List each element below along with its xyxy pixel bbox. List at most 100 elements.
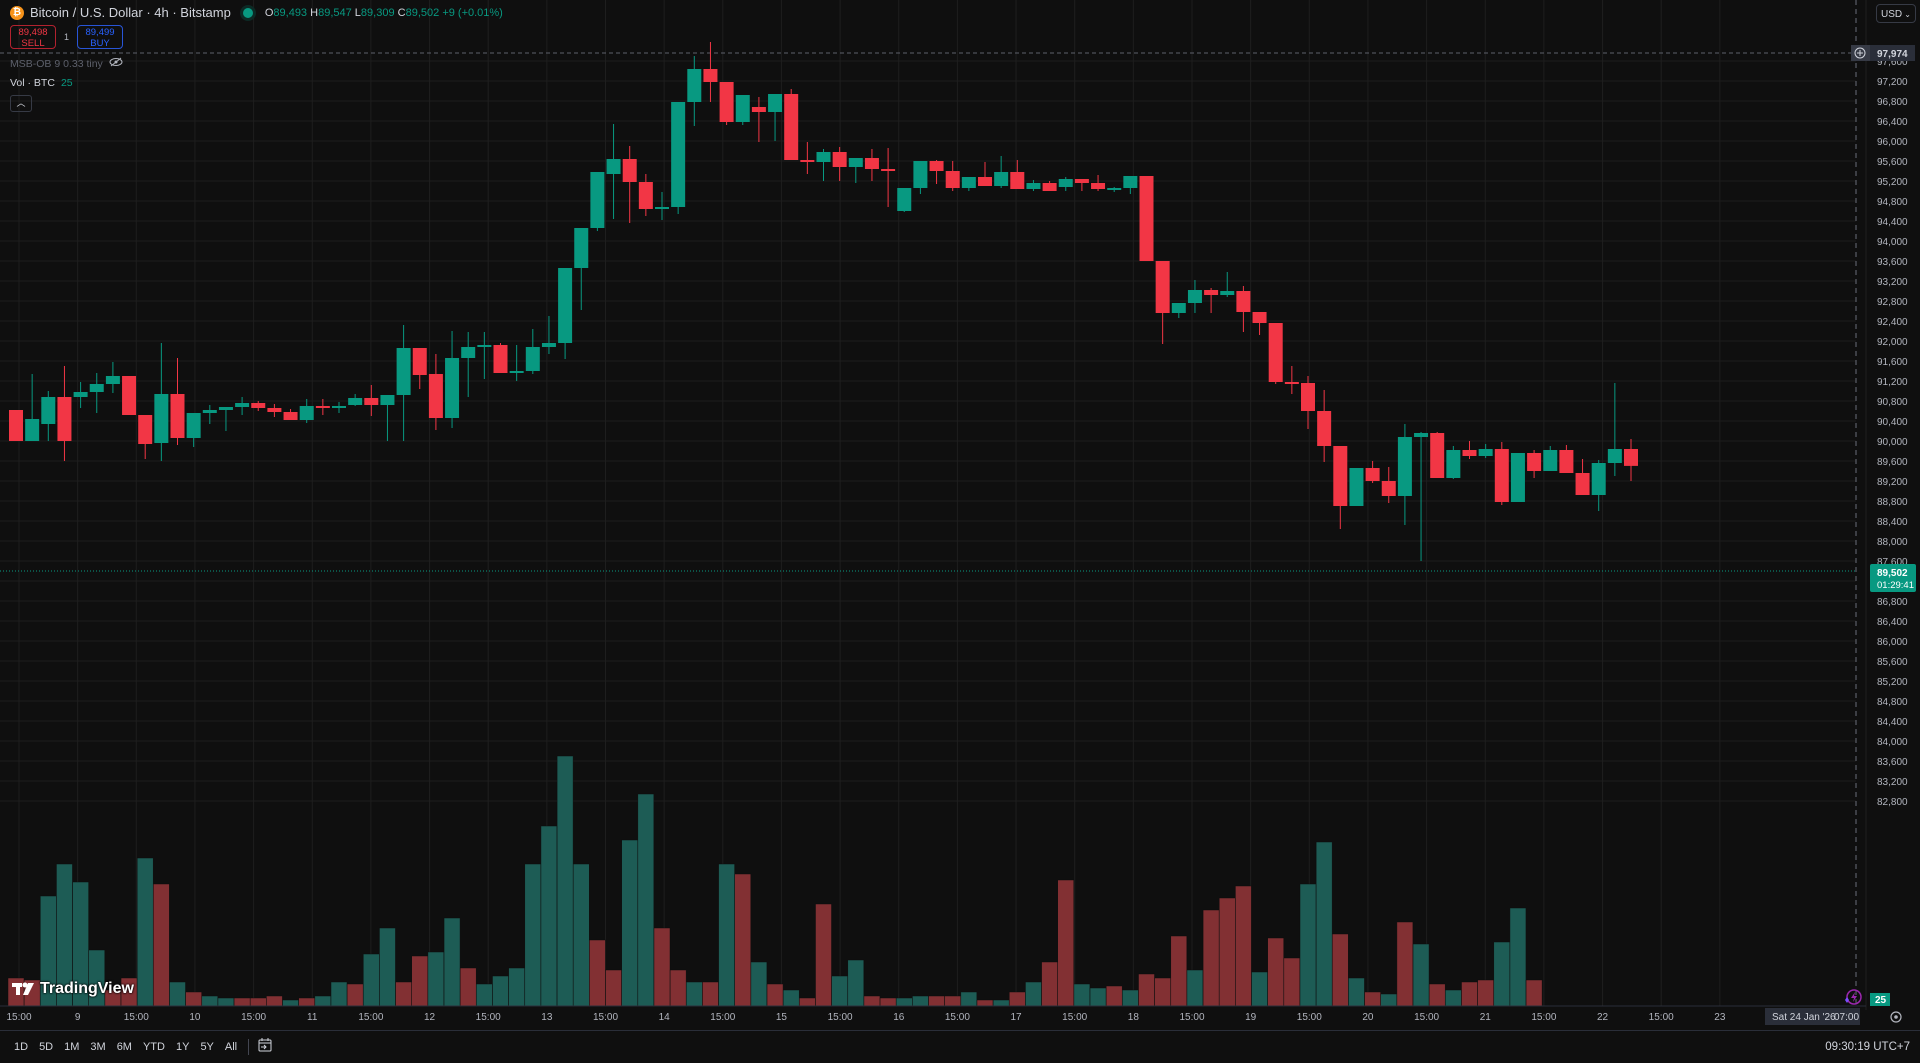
price-tick: 95,600 [1877, 157, 1908, 168]
candle [622, 159, 637, 182]
candle [348, 398, 363, 405]
candle [57, 397, 72, 441]
candle [315, 406, 330, 408]
sell-button[interactable]: 89,498 SELL [10, 25, 56, 49]
candle [848, 158, 863, 167]
time-axis[interactable]: 15:00 9 15:00 10 15:00 11 15:00 12 15:00 13 15:00 1… [6, 1012, 1725, 1023]
range-button-all[interactable]: All [224, 1041, 238, 1053]
range-button-1d[interactable]: 1D [14, 1041, 29, 1053]
time-tick: 12 [424, 1012, 436, 1023]
lightning-icon[interactable] [1845, 989, 1862, 1005]
time-tick: 15 [776, 1012, 788, 1023]
candle [73, 392, 88, 397]
go-to-date-icon[interactable] [257, 1037, 273, 1058]
price-axis[interactable]: 97,600 97,200 96,800 96,400 96,000 95,600 95,2… [1877, 57, 1908, 808]
range-button-ytd[interactable]: YTD [142, 1041, 165, 1053]
volume-bar [912, 995, 929, 1007]
indicator-msb-ob[interactable]: MSB-OB 9 0.33 tiny [10, 57, 123, 70]
volume-bar [1348, 977, 1365, 1007]
candle [283, 412, 298, 420]
svg-text:25: 25 [1875, 995, 1887, 1006]
candle [671, 102, 686, 207]
candle [89, 384, 104, 392]
candle [1026, 183, 1041, 189]
time-tick: 16 [893, 1012, 905, 1023]
volume-bar [427, 951, 445, 1007]
candle [638, 182, 653, 209]
range-button-6m[interactable]: 6M [116, 1041, 132, 1053]
svg-text:Sat 24 Jan '26: Sat 24 Jan '26 [1772, 1012, 1836, 1023]
price-tick: 88,800 [1877, 497, 1908, 508]
candle [428, 374, 443, 418]
price-tick: 92,400 [1877, 317, 1908, 328]
volume-bar [136, 857, 154, 1007]
time-tick: 15:00 [945, 1012, 970, 1023]
volume-bar [1089, 987, 1107, 1007]
candle [1236, 291, 1251, 312]
candle [1381, 481, 1396, 496]
volume-bar [1332, 933, 1349, 1007]
range-button-3m[interactable]: 3M [90, 1041, 106, 1053]
candle [1494, 449, 1509, 502]
candle [332, 406, 346, 408]
volume-bar [508, 967, 525, 1007]
chart-grid [0, 0, 1856, 1006]
collapse-legend-button[interactable]: ︿ [10, 95, 32, 112]
time-tick: 15:00 [358, 1012, 383, 1023]
volume-bar [1461, 981, 1478, 1007]
buy-button[interactable]: 89,499 BUY [77, 25, 124, 49]
eye-hidden-icon[interactable] [109, 57, 123, 70]
volume-value-badge: 25 [1870, 993, 1890, 1006]
settings-icon[interactable] [1890, 1011, 1902, 1023]
volume-bar [1412, 943, 1430, 1007]
range-button-5d[interactable]: 5D [39, 1041, 54, 1053]
candle [364, 398, 379, 405]
time-tick: 14 [659, 1012, 671, 1023]
volume-bar [1380, 993, 1397, 1007]
high-price-marker: 97,974 [1851, 45, 1915, 61]
volume-bar [1267, 937, 1284, 1007]
timezone-clock[interactable]: 09:30:19 UTC+7 [1825, 1041, 1910, 1053]
candle [1510, 453, 1525, 502]
time-tick: 18 [1128, 1012, 1140, 1023]
candle [1527, 453, 1542, 471]
candle [138, 415, 153, 444]
volume-bar [379, 927, 396, 1007]
candle [1074, 179, 1089, 183]
indicator-volume[interactable]: Vol · BTC 25 [10, 77, 73, 89]
volume-bar [1509, 907, 1527, 1007]
symbol-title[interactable]: Bitcoin / U.S. Dollar · 4h · Bitstamp [30, 5, 231, 20]
candle [1333, 446, 1348, 506]
candle [558, 268, 573, 343]
volume-bar [1445, 989, 1462, 1007]
chevron-up-icon: ︿ [16, 98, 26, 108]
candle [751, 107, 766, 112]
candle [735, 95, 750, 122]
price-tick: 92,800 [1877, 297, 1908, 308]
candle [1414, 433, 1429, 437]
price-chart[interactable]: 97,600 97,200 96,800 96,400 96,000 95,600 95,2… [0, 0, 1920, 1030]
price-tick: 88,400 [1877, 517, 1908, 528]
range-button-5y[interactable]: 5Y [200, 1041, 214, 1053]
currency-select[interactable]: USD ⌄ [1876, 4, 1916, 23]
volume-bar [201, 995, 219, 1007]
range-button-1m[interactable]: 1M [64, 1041, 80, 1053]
candle [122, 376, 137, 415]
candle [445, 358, 460, 418]
range-button-1y[interactable]: 1Y [175, 1041, 190, 1053]
price-tick: 95,200 [1877, 177, 1908, 188]
time-tick: 9 [75, 1012, 81, 1023]
tradingview-logo[interactable]: TradingView [12, 980, 134, 998]
spread-value: 1 [64, 32, 70, 42]
volume-bar [960, 991, 978, 1007]
volume-bar [702, 981, 719, 1007]
volume-bar [1105, 985, 1123, 1007]
volume-bar [153, 883, 170, 1007]
price-tick: 97,600 [1877, 57, 1908, 68]
candle [541, 343, 556, 347]
svg-text:07:00: 07:00 [1834, 1012, 1859, 1023]
volume-bar [169, 981, 186, 1007]
candle [719, 82, 734, 122]
volume-bar [992, 999, 1010, 1007]
volume-bar [363, 953, 380, 1007]
